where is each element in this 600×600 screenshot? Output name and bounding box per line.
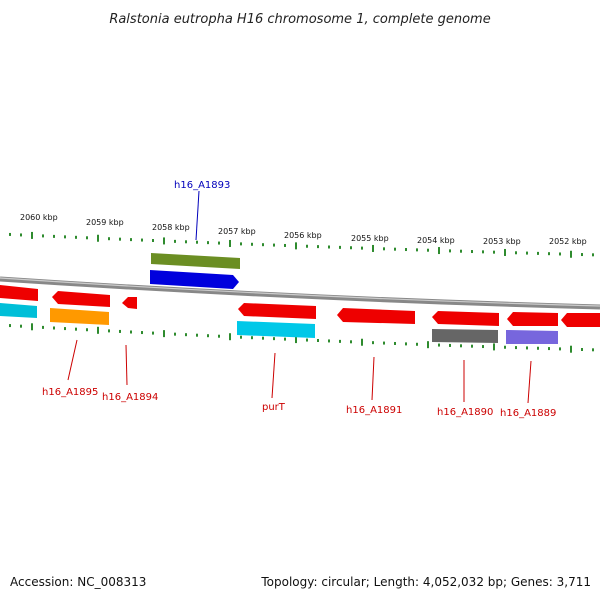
kbp-label: 2057 kbp (218, 227, 256, 236)
chromosome-backbone (0, 276, 600, 310)
leader-line (67, 339, 78, 381)
gene-label-h16-a1890[interactable]: h16_A1890 (437, 407, 493, 418)
map-title: Ralstonia eutropha H16 chromosome 1, com… (109, 12, 490, 27)
leader-line (371, 356, 375, 401)
leader-line (195, 190, 200, 241)
gene-label-h16-a1893[interactable]: h16_A1893 (174, 180, 230, 191)
gene-feature-h16-a1890[interactable] (432, 311, 499, 326)
gene-label-h16-a1891[interactable]: h16_A1891 (346, 405, 402, 416)
gene-label-purT[interactable]: purT (262, 402, 286, 413)
accession-text: Accession: NC_008313 (10, 575, 146, 589)
kbp-label: 2053 kbp (483, 237, 521, 246)
gene-label-h16-a1894[interactable]: h16_A1894 (102, 392, 158, 403)
chromosome-backbone-highlight (0, 277, 600, 307)
label-leader-lines (67, 190, 532, 404)
gene-feature-h16-a1890-band[interactable] (432, 329, 498, 343)
gene-feature-h16-a1889-band[interactable] (506, 330, 558, 344)
gene-feature-h16-a1889[interactable] (507, 312, 558, 326)
gene-feature-purT[interactable] (238, 303, 316, 319)
gene-features (0, 253, 600, 344)
gene-feature-h16-a1888[interactable] (561, 313, 600, 327)
leader-line (271, 352, 276, 399)
gene-labels: h16_A1893 h16_A1895 h16_A1894 purT h16_A… (42, 180, 556, 419)
leader-line (527, 360, 532, 404)
gene-feature-cyan-band-left[interactable] (0, 303, 37, 318)
gene-label-h16-a1895[interactable]: h16_A1895 (42, 387, 98, 398)
kbp-label: 2060 kbp (20, 213, 58, 222)
gene-feature-h16-a1893[interactable] (150, 270, 239, 289)
gene-feature-h16-a1896[interactable] (0, 285, 38, 301)
kbp-label: 2055 kbp (351, 234, 389, 243)
topology-text: Topology: circular; Length: 4,052,032 bp… (260, 575, 591, 589)
kbp-label: 2056 kbp (284, 231, 322, 240)
kbp-label: 2058 kbp (152, 223, 190, 232)
leader-line (125, 344, 128, 386)
gene-label-h16-a1889[interactable]: h16_A1889 (500, 408, 556, 419)
kbp-label: 2059 kbp (86, 218, 124, 227)
kbp-tick-row-top (9, 231, 594, 258)
kbp-labels: 2060 kbp 2059 kbp 2058 kbp 2057 kbp 2056… (20, 213, 587, 246)
gene-feature-h16-a1893-band[interactable] (151, 253, 240, 269)
kbp-label: 2054 kbp (417, 236, 455, 245)
gene-feature-h16-a1895-band[interactable] (50, 308, 109, 325)
gene-feature-h16-a1894[interactable] (122, 297, 137, 309)
gene-feature-purT-band[interactable] (237, 321, 315, 338)
kbp-tick-row-bottom (9, 323, 594, 353)
gene-feature-h16-a1891[interactable] (337, 308, 415, 324)
gene-feature-h16-a1895[interactable] (52, 291, 110, 307)
kbp-label: 2052 kbp (549, 237, 587, 246)
